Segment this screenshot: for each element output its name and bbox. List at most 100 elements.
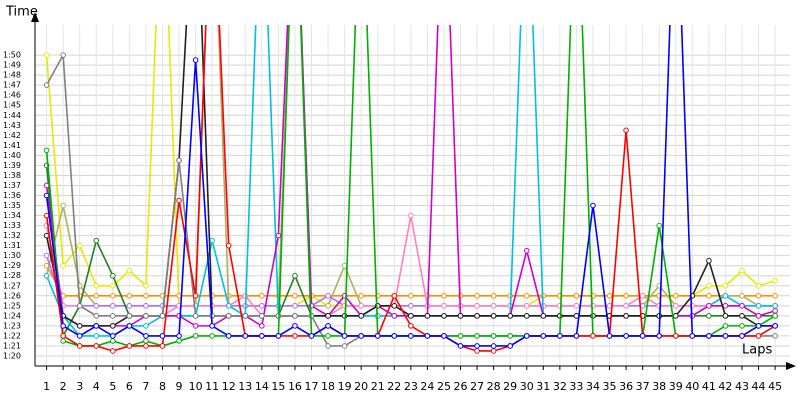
y-tick-label: 1:38	[3, 171, 21, 180]
x-tick-label: 10	[189, 380, 203, 393]
lap-point	[490, 348, 497, 354]
lap-point	[391, 333, 398, 339]
lap-point	[772, 277, 778, 284]
y-tick-label: 1:46	[3, 91, 21, 100]
lap-point	[755, 323, 762, 329]
lap-point	[43, 252, 50, 259]
y-tick-label: 1:24	[3, 311, 21, 320]
lap-point	[706, 282, 712, 289]
x-tick-label: 18	[321, 380, 335, 393]
lap-point	[143, 323, 149, 329]
lap-point	[60, 323, 66, 329]
x-tick-label: 23	[404, 380, 418, 393]
lap-point	[93, 237, 100, 244]
lap-point	[225, 242, 232, 249]
lap-point	[292, 333, 298, 339]
y-tick-label: 1:45	[3, 101, 21, 110]
y-tick-label: 1:35	[3, 201, 21, 210]
lap-point	[358, 313, 364, 319]
lap-point	[126, 313, 133, 319]
lap-point	[408, 212, 414, 219]
y-axis-label: Time	[5, 5, 38, 20]
y-tick-label: 1:37	[3, 181, 21, 190]
lap-point	[374, 333, 381, 339]
y-tick-label: 1:27	[3, 281, 21, 290]
lap-point	[441, 292, 447, 299]
lap-point	[93, 292, 100, 299]
lap-point	[76, 333, 83, 339]
x-tick-label: 14	[255, 380, 269, 393]
lap-point	[441, 313, 447, 319]
lap-point	[689, 333, 696, 339]
lap-point	[706, 257, 712, 264]
lap-point	[292, 313, 298, 319]
lap-point	[325, 323, 331, 329]
lap-point	[143, 282, 149, 289]
x-tick-label: 44	[752, 380, 766, 393]
lap-point	[192, 323, 199, 329]
lap-point	[739, 323, 745, 329]
lap-point	[590, 202, 596, 209]
lap-point	[755, 333, 762, 339]
lap-point	[408, 333, 414, 339]
lap-point	[143, 333, 149, 339]
lap-point	[60, 262, 66, 269]
y-tick-label: 1:23	[3, 321, 21, 330]
lap-point	[176, 197, 182, 204]
y-tick-label: 1:36	[3, 191, 21, 200]
x-tick-label: 7	[142, 380, 149, 393]
lap-point	[623, 333, 629, 339]
x-tick-label: 34	[586, 380, 600, 393]
lap-point	[110, 323, 116, 329]
lap-point	[209, 333, 215, 339]
lap-point	[275, 232, 282, 239]
x-tick-label: 5	[109, 380, 116, 393]
lap-point	[739, 267, 745, 274]
lap-point	[391, 313, 398, 319]
lap-point	[391, 303, 398, 309]
y-tick-label: 1:32	[3, 231, 21, 240]
lap-point	[126, 267, 133, 274]
x-tick-label: 11	[205, 380, 219, 393]
lap-point	[126, 303, 133, 309]
lap-point	[225, 333, 232, 339]
lap-point	[474, 333, 480, 339]
lap-point	[126, 343, 133, 349]
lap-point	[755, 303, 762, 309]
lap-point	[325, 313, 331, 319]
lap-point	[490, 303, 497, 309]
lap-point	[43, 182, 50, 189]
lap-point	[209, 237, 215, 244]
x-tick-label: 21	[371, 380, 385, 393]
lap-point	[772, 323, 778, 329]
lap-point	[43, 52, 50, 58]
lap-point	[292, 272, 298, 279]
lap-point	[457, 313, 464, 319]
x-tick-label: 16	[288, 380, 302, 393]
x-tick-label: 8	[159, 380, 166, 393]
lap-point	[573, 333, 580, 339]
lap-point	[540, 313, 547, 319]
x-tick-label: 26	[454, 380, 468, 393]
lap-point	[772, 292, 778, 299]
lap-point	[623, 313, 629, 319]
ticks: 1:201:211:221:231:241:251:261:271:281:29…	[3, 51, 782, 393]
lap-point	[43, 82, 50, 88]
lap-point	[457, 333, 464, 339]
lap-point	[110, 338, 116, 344]
y-tick-label: 1:39	[3, 161, 21, 170]
y-tick-label: 1:20	[3, 351, 21, 360]
lap-point	[408, 323, 414, 329]
lap-point	[60, 333, 66, 339]
lap-point	[358, 292, 364, 299]
lap-point	[242, 333, 249, 339]
lap-point	[76, 242, 83, 249]
x-tick-label: 30	[520, 380, 534, 393]
x-tick-label: 40	[685, 380, 699, 393]
lap-point	[656, 222, 662, 229]
x-tick-label: 27	[470, 380, 484, 393]
lap-point	[110, 272, 116, 279]
lap-point	[76, 343, 83, 349]
lap-point	[325, 333, 331, 339]
